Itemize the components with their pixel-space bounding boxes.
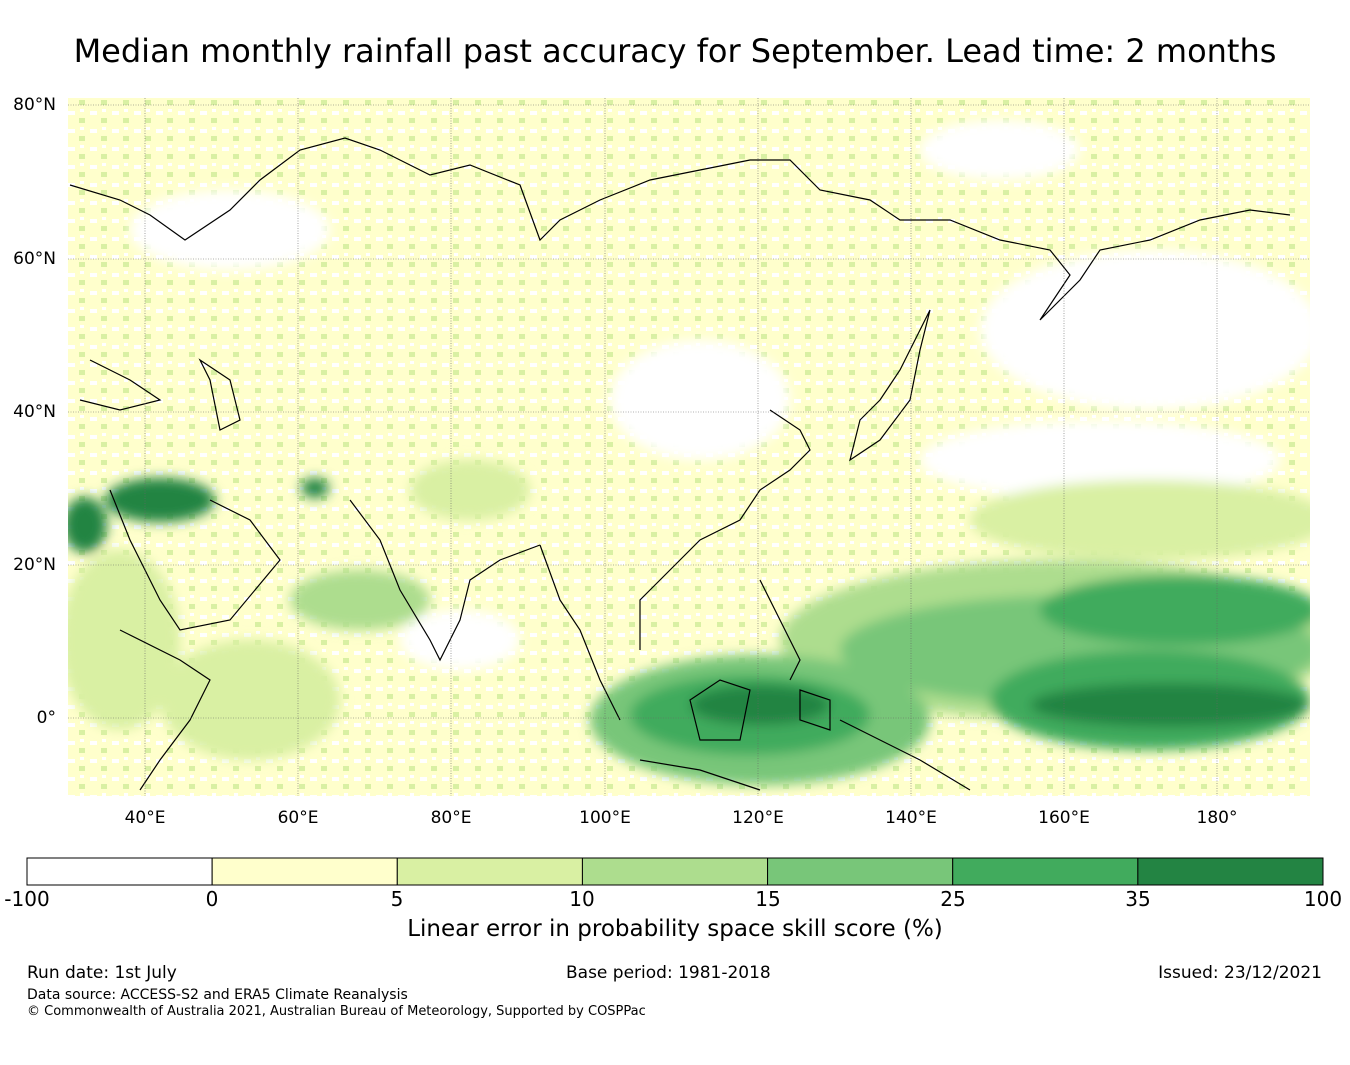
colorbar-tick: 25 — [940, 887, 965, 911]
colorbar-tick: 15 — [755, 887, 780, 911]
copyright: © Commonwealth of Australia 2021, Austra… — [27, 1004, 646, 1019]
low-skill-region — [130, 190, 330, 270]
skill-region — [690, 685, 830, 725]
page-title: Median monthly rainfall past accuracy fo… — [73, 32, 1277, 70]
data-source: Data source: ACCESS-S2 and ERA5 Climate … — [27, 987, 408, 1003]
skill-region — [970, 480, 1310, 560]
colorbar-tick: 35 — [1125, 887, 1150, 911]
colorbar-label: Linear error in probability space skill … — [407, 916, 943, 942]
colorbar-tick: 0 — [206, 887, 219, 911]
low-skill-region — [610, 340, 790, 460]
lon-label: 60°E — [278, 808, 319, 828]
skill-region — [105, 478, 215, 522]
colorbar-segment — [952, 857, 1139, 886]
skill-region — [410, 460, 530, 520]
colorbar — [26, 857, 1324, 886]
lon-label: 140°E — [885, 808, 937, 828]
low-skill-region — [920, 120, 1080, 180]
lon-label: 100°E — [579, 808, 631, 828]
colorbar-segment — [767, 857, 954, 886]
skill-region — [301, 478, 329, 498]
skill-region — [68, 550, 180, 730]
low-skill-region — [980, 250, 1310, 410]
run-date: Run date: 1st July — [27, 963, 177, 983]
skill-region — [1040, 575, 1310, 645]
issued-date: Issued: 23/12/2021 — [1158, 963, 1322, 983]
skill-region — [290, 570, 430, 630]
base-period: Base period: 1981-2018 — [566, 963, 771, 983]
lat-label: 20°N — [13, 555, 56, 575]
lat-label: 0° — [37, 708, 56, 728]
coastlines — [69, 137, 1291, 791]
lon-label: 180° — [1197, 808, 1238, 828]
low-skill-region — [400, 610, 520, 670]
colorbar-segment — [581, 857, 769, 886]
colorbar-tick: 5 — [391, 887, 404, 911]
lon-label: 120°E — [732, 808, 784, 828]
low-skill-region — [920, 420, 1280, 500]
lat-label: 40°N — [13, 402, 56, 422]
lon-label: 80°E — [431, 808, 472, 828]
graticule — [68, 98, 1310, 796]
colorbar-tick: -100 — [4, 887, 49, 911]
colorbar-segment — [396, 857, 583, 886]
colorbar-segment — [1137, 857, 1324, 886]
colorbar-tick: 100 — [1304, 887, 1342, 911]
colorbar-tick: 10 — [569, 887, 594, 911]
colorbar-segment — [26, 857, 213, 886]
lon-label: 160°E — [1038, 808, 1090, 828]
skill-region — [68, 497, 107, 553]
skill-field — [68, 98, 1310, 796]
lat-label: 80°N — [13, 95, 56, 115]
skill-region — [1030, 683, 1310, 727]
lon-label: 40°E — [125, 808, 166, 828]
skill-region — [160, 640, 340, 760]
lat-label: 60°N — [13, 249, 56, 269]
colorbar-segment — [211, 857, 398, 886]
